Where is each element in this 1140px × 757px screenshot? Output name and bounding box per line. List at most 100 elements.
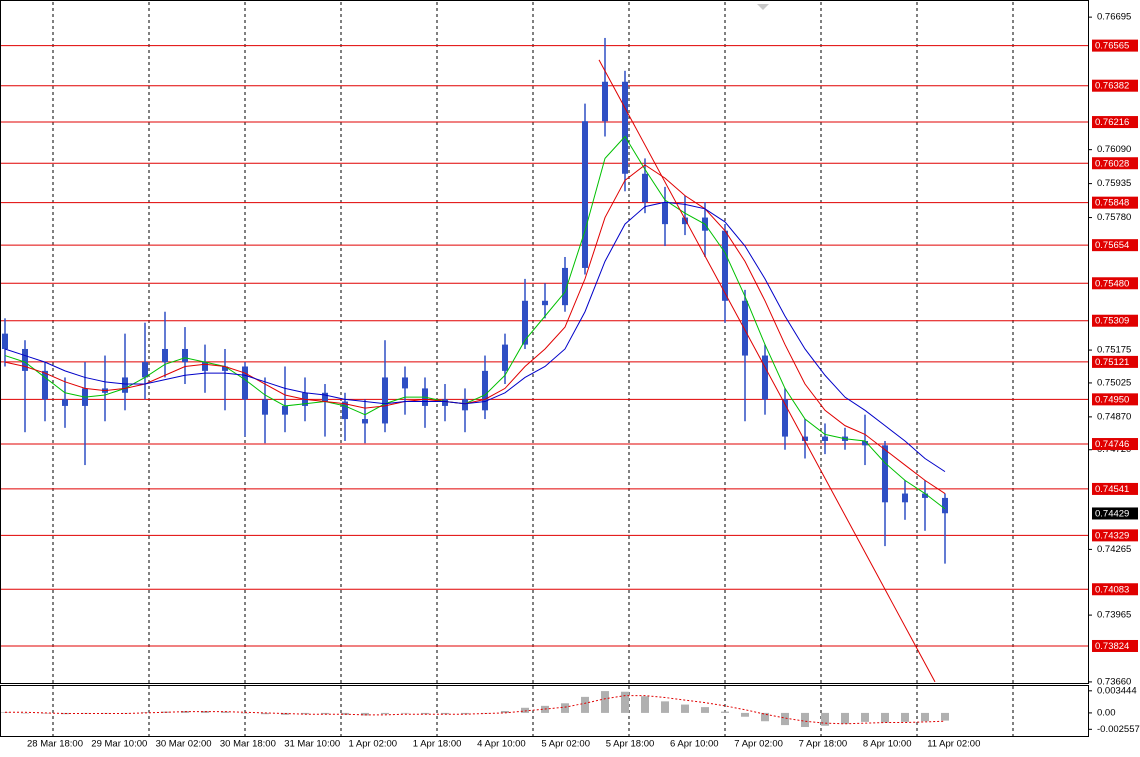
time-label: 28 Mar 18:00 [27,739,83,750]
histogram-bar [781,712,789,726]
candle-body [502,344,508,371]
level-label-box [1092,39,1138,52]
time-label: 11 Apr 02:00 [927,739,980,750]
level-label: 0.74541 [1095,484,1129,495]
histogram-bar [861,712,869,722]
histogram-bar [241,712,249,714]
candle-body [762,355,768,400]
candle-body [742,300,748,356]
level-label: 0.76565 [1095,41,1129,52]
candle-body [642,173,648,203]
candle-body [122,377,128,393]
histogram-bar [681,704,689,713]
level-label-box [1092,438,1138,451]
candle-body [202,362,208,371]
last-price-label: 0.74429 [1095,508,1129,519]
level-label-box [1092,157,1138,170]
moving-average [4,201,946,473]
candle-body [622,81,628,174]
candle-body [222,366,228,371]
histogram-bar [321,712,329,715]
time-label: 5 Apr 02:00 [541,739,590,750]
level-label: 0.76216 [1095,117,1129,128]
candle-body [362,419,368,424]
candle-body [522,300,528,345]
histogram-bar [621,691,629,713]
candle-body [722,230,728,301]
histogram-bar [21,712,29,714]
candle-body [862,440,868,446]
histogram-bar [301,712,309,715]
y-tick-label: 0.74265 [1097,544,1131,555]
level-label: 0.75848 [1095,198,1129,209]
candle-body [942,497,948,514]
histogram-bar [701,707,709,713]
candle-body [22,348,28,371]
y-tick-label: 0.73965 [1097,610,1131,621]
level-label: 0.76382 [1095,81,1129,92]
level-label-box [1092,277,1138,290]
y-tick-label: 0.75025 [1097,377,1131,388]
time-label: 7 Apr 02:00 [734,739,783,750]
y-tick-label: 0.75780 [1097,212,1131,223]
candle-body [582,121,588,268]
candle-body [2,333,8,349]
y-tick-label: 0.75935 [1097,178,1131,189]
y-tick-label: -0.002557 [1097,724,1140,735]
level-label-box [1092,529,1138,542]
y-tick-label: 0.74870 [1097,411,1131,422]
histogram-bar [941,712,949,721]
level-label-box [1092,393,1138,406]
histogram-bar [561,703,569,713]
moving-average [4,164,946,494]
histogram-bar [841,712,849,724]
histogram-bar [381,712,389,715]
level-label-box [1092,239,1138,252]
histogram-bar [881,712,889,723]
y-tick-label: 0.76090 [1097,144,1131,155]
histogram-bar [501,710,509,713]
candle-body [462,399,468,411]
histogram-bar [921,712,929,722]
histogram-bar [461,712,469,715]
level-label: 0.73824 [1095,641,1129,652]
time-label: 7 Apr 18:00 [799,739,848,750]
histogram-bar [421,712,429,715]
moving-average [4,135,946,510]
y-tick-label: 0.76695 [1097,12,1131,23]
y-tick-label: 0.73660 [1097,676,1131,687]
time-label: 29 Mar 10:00 [91,739,147,750]
candle-body [442,399,448,406]
level-label: 0.75309 [1095,316,1129,327]
histogram-bar [901,712,909,722]
histogram-bar [261,712,269,715]
candle-body [382,377,388,424]
level-label-box [1092,79,1138,92]
histogram-bar [761,712,769,722]
y-tick-label: 0.75175 [1097,345,1131,356]
signal-line [5,695,946,725]
candle-body [902,493,908,503]
level-label-box [1092,196,1138,209]
candle-body [42,370,48,400]
level-label-box [1092,482,1138,495]
candle-body [562,267,568,306]
candle-body [602,81,608,122]
level-label: 0.75654 [1095,240,1129,251]
time-label: 4 Apr 10:00 [477,739,526,750]
candle-body [322,392,328,402]
histogram-bar [641,696,649,713]
y-tick-label: 0.00 [1097,707,1116,718]
level-label-box [1092,639,1138,652]
histogram-bar [801,712,809,728]
candle-body [882,445,888,503]
candle-body [142,362,148,378]
histogram-bar [821,712,829,726]
level-label: 0.76028 [1095,158,1129,169]
time-label: 6 Apr 10:00 [670,739,719,750]
time-label: 1 Apr 18:00 [413,739,462,750]
candle-body [62,399,68,406]
candle-body [682,217,688,225]
level-label-box [1092,314,1138,327]
level-label: 0.75480 [1095,278,1129,289]
